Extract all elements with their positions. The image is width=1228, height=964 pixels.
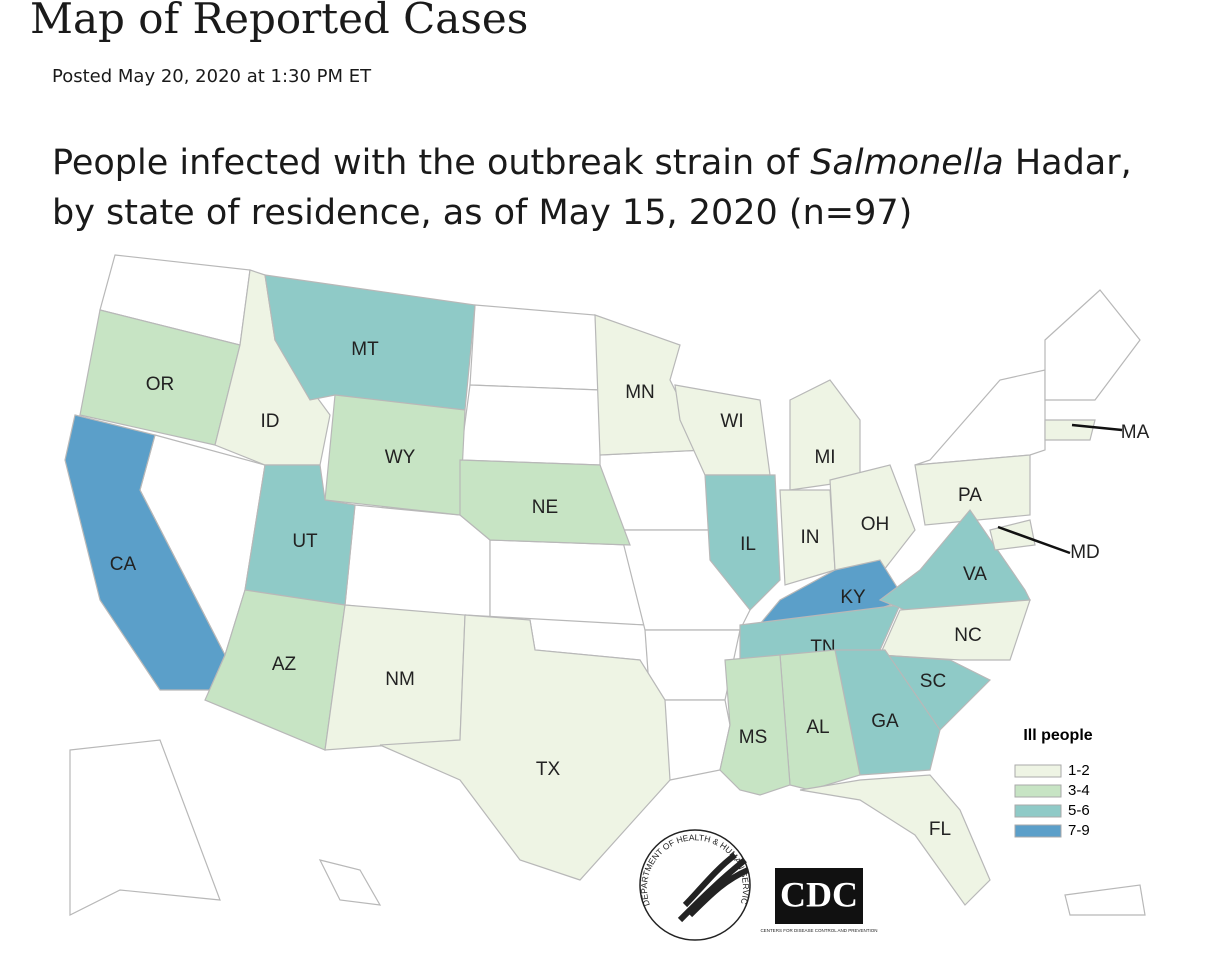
state-label: OH [861,514,890,535]
cdc-text: CDC [780,874,858,914]
state-label: MT [351,339,379,360]
state-shape [879,599,1031,661]
state-shape [914,369,1046,466]
legend-label: 3-4 [1068,782,1090,799]
legend-title: Ill people [1023,727,1092,744]
state-label: MD [1070,542,1100,563]
state-shape [1064,884,1146,916]
state-label: MI [814,447,835,468]
caption-text: Hadar, [1003,143,1132,183]
state-shape [459,384,606,466]
state-label: NE [532,497,558,518]
state-shape [719,654,791,796]
state-shape [469,304,601,391]
state-label: WI [720,411,743,432]
state-label: MS [739,727,768,748]
state-shape [789,379,861,491]
legend-label: 7-9 [1068,822,1090,839]
page-title: Map of Reported Cases [30,0,529,43]
state-shape [704,474,781,611]
legend-swatch [1014,784,1062,798]
state-shape [69,739,221,916]
state-label: TX [536,759,561,780]
leader-line [997,525,1071,555]
state-label: AZ [272,654,297,675]
state-label: UT [292,531,318,552]
legend-swatch [1014,824,1062,838]
state-label: FL [929,819,951,840]
state-shape [318,859,382,906]
legend-swatch [1014,804,1062,818]
state-label: NC [954,625,981,646]
hhs-seal [639,829,751,941]
state-label: ID [261,411,280,432]
state-label: MA [1121,422,1150,443]
state-label: PA [958,485,982,506]
legend-label: 5-6 [1068,802,1090,819]
map-caption: People infected with the outbreak strain… [52,138,1132,238]
state-label: OR [146,374,175,395]
state-shape [204,589,346,751]
legend: Ill people 1-2 3-4 5-6 7-9 [1014,727,1093,839]
legend-label: 1-2 [1068,762,1090,779]
state-label: KY [840,587,866,608]
state-shape [829,464,916,576]
cdc-box [775,868,863,924]
state-label: VA [963,564,987,585]
state-shape [1044,289,1141,401]
caption-text: People infected with the outbreak strain… [52,143,811,183]
state-shape [989,519,1036,551]
state-shape [489,539,646,626]
posted-date: Posted May 20, 2020 at 1:30 PM ET [52,66,372,87]
state-label: SC [920,671,946,692]
state-shape [1044,419,1096,441]
other-states [69,254,1146,916]
state-label: IL [740,534,756,555]
state-shape [914,454,1031,526]
legend-swatch [1014,764,1062,778]
caption-text: by state of residence, as of May 15, 202… [52,193,913,233]
hhs-emblem [677,852,750,923]
cdc-subtext: CENTERS FOR DISEASE CONTROL AND PREVENTI… [760,928,877,933]
state-shape [799,774,991,906]
state-label: MN [625,382,655,403]
state-shape [459,459,631,546]
state-label: IN [801,527,820,548]
state-label: GA [871,711,899,732]
state-label: WY [385,447,416,468]
leader-line [1071,423,1123,432]
state-shape [379,614,671,881]
cdc-logo: CDC CENTERS FOR DISEASE CONTROL AND PREV… [760,868,878,933]
state-label: AL [806,717,829,738]
state-label: NM [385,669,415,690]
caption-italic: Salmonella [810,143,1004,183]
state-label: CA [110,554,137,575]
